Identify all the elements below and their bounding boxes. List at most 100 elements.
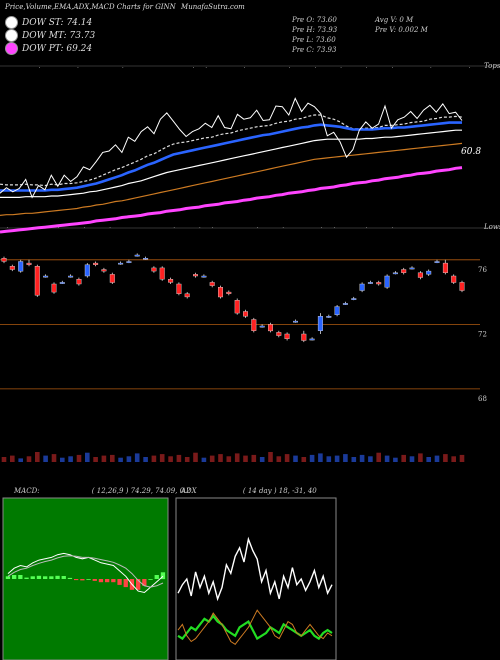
candle-body-14 [118, 262, 124, 265]
volume-bar-41 [343, 454, 348, 462]
macd-histogram-bar-22 [142, 579, 147, 586]
volume-bar-55 [459, 454, 465, 462]
volume-bar-32 [268, 452, 273, 462]
candle-body-40 [334, 306, 340, 315]
lows-marker-3: · [83, 225, 85, 232]
macd-histogram-bar-8 [55, 575, 60, 579]
avg-volume: Avg V: 0 M [375, 16, 414, 24]
volume-bar-53 [443, 454, 448, 462]
tops-marker-0: · [39, 65, 41, 72]
candle-body-27 [226, 291, 232, 294]
macd-histogram-bar-25 [160, 572, 166, 580]
tops-label: Tops [484, 62, 500, 70]
adx-panel [175, 497, 337, 660]
volume-bar-25 [209, 455, 215, 462]
price-tick-label-2: 68 [478, 395, 487, 403]
tops-marker-9: · [366, 65, 368, 72]
lows-label: Lows [484, 223, 500, 231]
legend-st: DOW ST: 74.14 [5, 16, 92, 29]
legend-mt-swatch [5, 29, 18, 42]
candle-body-7 [59, 282, 65, 284]
candle-body-37 [309, 338, 315, 341]
volume-bar-54 [451, 456, 456, 462]
lows-marker-9: · [282, 225, 284, 232]
candle-body-45 [376, 282, 382, 285]
lows-marker-10: · [321, 225, 323, 232]
ohlc-close: Pre C: 73.93 [292, 46, 337, 54]
candle-body-16 [134, 254, 140, 257]
macd-histogram-bar-23 [148, 579, 153, 580]
lows-marker-1: · [32, 225, 34, 232]
volume-bar-14 [118, 457, 123, 462]
volume-bar-46 [384, 455, 390, 462]
macd-histogram-bar-15 [98, 579, 104, 583]
volume-bar-23 [193, 452, 198, 462]
macd-histogram-bar-11 [74, 579, 79, 581]
candle-body-39 [326, 316, 332, 318]
candle-body-19 [159, 267, 165, 280]
ema-value-label: 60.8 [461, 147, 482, 157]
candle-body-36 [301, 333, 307, 341]
candle-body-43 [359, 283, 365, 291]
volume-bar-37 [309, 454, 315, 462]
lows-marker-2: · [58, 225, 60, 232]
candle-body-23 [192, 274, 198, 277]
volume-bar-31 [259, 457, 265, 462]
candle-body-42 [351, 298, 357, 300]
macd-histogram-bar-2 [18, 575, 23, 579]
volume-bar-19 [159, 454, 165, 462]
candle-body-54 [451, 275, 457, 283]
series-price [0, 97, 463, 199]
macd-histogram-bar-21 [136, 579, 141, 590]
volume-bar-2 [18, 458, 23, 462]
candle-body-35 [293, 320, 299, 323]
volume-bar-26 [218, 454, 223, 462]
volume-bar-43 [359, 454, 365, 462]
candle-body-0 [1, 258, 7, 262]
macd-title: MACD: ( 12,26,9 ) 74.29, 74.09, 0.2 [14, 487, 191, 495]
tops-marker-12: · [468, 65, 470, 72]
macd-histogram-bar-6 [43, 576, 48, 579]
candle-body-48 [401, 269, 407, 273]
volume-bar-10 [85, 452, 90, 462]
candle-body-33 [276, 332, 282, 336]
macd-histogram-bar-0 [5, 576, 11, 579]
tops-marker-3: · [193, 65, 195, 72]
volume-bar-5 [43, 455, 48, 462]
candle-body-51 [426, 270, 432, 275]
candle-body-50 [417, 272, 423, 278]
candle-body-5 [43, 275, 49, 278]
macd-histogram-bar-17 [111, 579, 116, 583]
volume-bar-30 [251, 454, 257, 462]
volume-bar-52 [434, 455, 440, 462]
series-ema-b [0, 121, 462, 192]
price-tick-label-0: 76 [478, 266, 487, 274]
macd-histogram-bar-24 [154, 575, 159, 579]
candle-body-12 [101, 269, 107, 272]
candle-body-52 [434, 261, 440, 263]
adx-title: ADX ( 14 day ) 18, -31, 40 [181, 487, 317, 495]
volume-bar-11 [93, 457, 98, 462]
candle-body-26 [217, 287, 223, 298]
volume-bar-49 [409, 456, 415, 462]
tops-marker-5: · [244, 65, 246, 72]
price-tick-label-1: 72 [478, 330, 487, 338]
candle-body-49 [409, 267, 415, 270]
volume-bar-4 [35, 452, 40, 462]
lows-marker-6: · [199, 225, 201, 232]
ohlc-open: Pre O: 73.60 [292, 16, 337, 24]
price-panel: 76 72 68 [0, 253, 487, 462]
macd-histogram-bar-16 [105, 579, 110, 583]
macd-histogram-bar-18 [117, 579, 122, 585]
macd-panel [2, 497, 169, 660]
volume-bar-20 [168, 456, 173, 462]
volume-bar-21 [176, 454, 182, 462]
pre-volume: Pre V: 0.002 M [375, 26, 428, 34]
candle-body-24 [201, 275, 207, 278]
series-ema-c [0, 129, 462, 198]
site-name: MunafaSutra.com [181, 3, 245, 11]
volume-bar-13 [110, 454, 115, 462]
volume-bar-50 [418, 453, 423, 462]
legend-st-label: DOW ST: 74.14 [22, 18, 93, 28]
series-ema-a [0, 114, 463, 187]
